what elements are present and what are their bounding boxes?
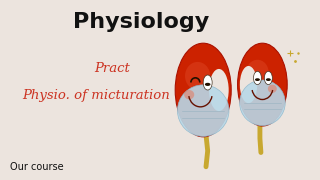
Circle shape — [266, 78, 271, 81]
Ellipse shape — [184, 90, 194, 99]
Ellipse shape — [240, 66, 257, 103]
Text: Physio. of micturation: Physio. of micturation — [22, 89, 170, 102]
Circle shape — [255, 78, 260, 81]
Circle shape — [205, 83, 211, 86]
Ellipse shape — [268, 85, 277, 93]
Ellipse shape — [253, 71, 261, 85]
Text: Our course: Our course — [10, 162, 63, 172]
Ellipse shape — [209, 69, 229, 111]
Ellipse shape — [177, 85, 229, 136]
Ellipse shape — [237, 43, 287, 126]
Ellipse shape — [264, 71, 272, 85]
Text: Physiology: Physiology — [73, 12, 209, 32]
Ellipse shape — [203, 75, 212, 90]
Ellipse shape — [185, 62, 210, 90]
Ellipse shape — [175, 43, 231, 137]
Text: Pract: Pract — [94, 62, 130, 75]
Ellipse shape — [246, 60, 268, 85]
Ellipse shape — [240, 80, 285, 126]
